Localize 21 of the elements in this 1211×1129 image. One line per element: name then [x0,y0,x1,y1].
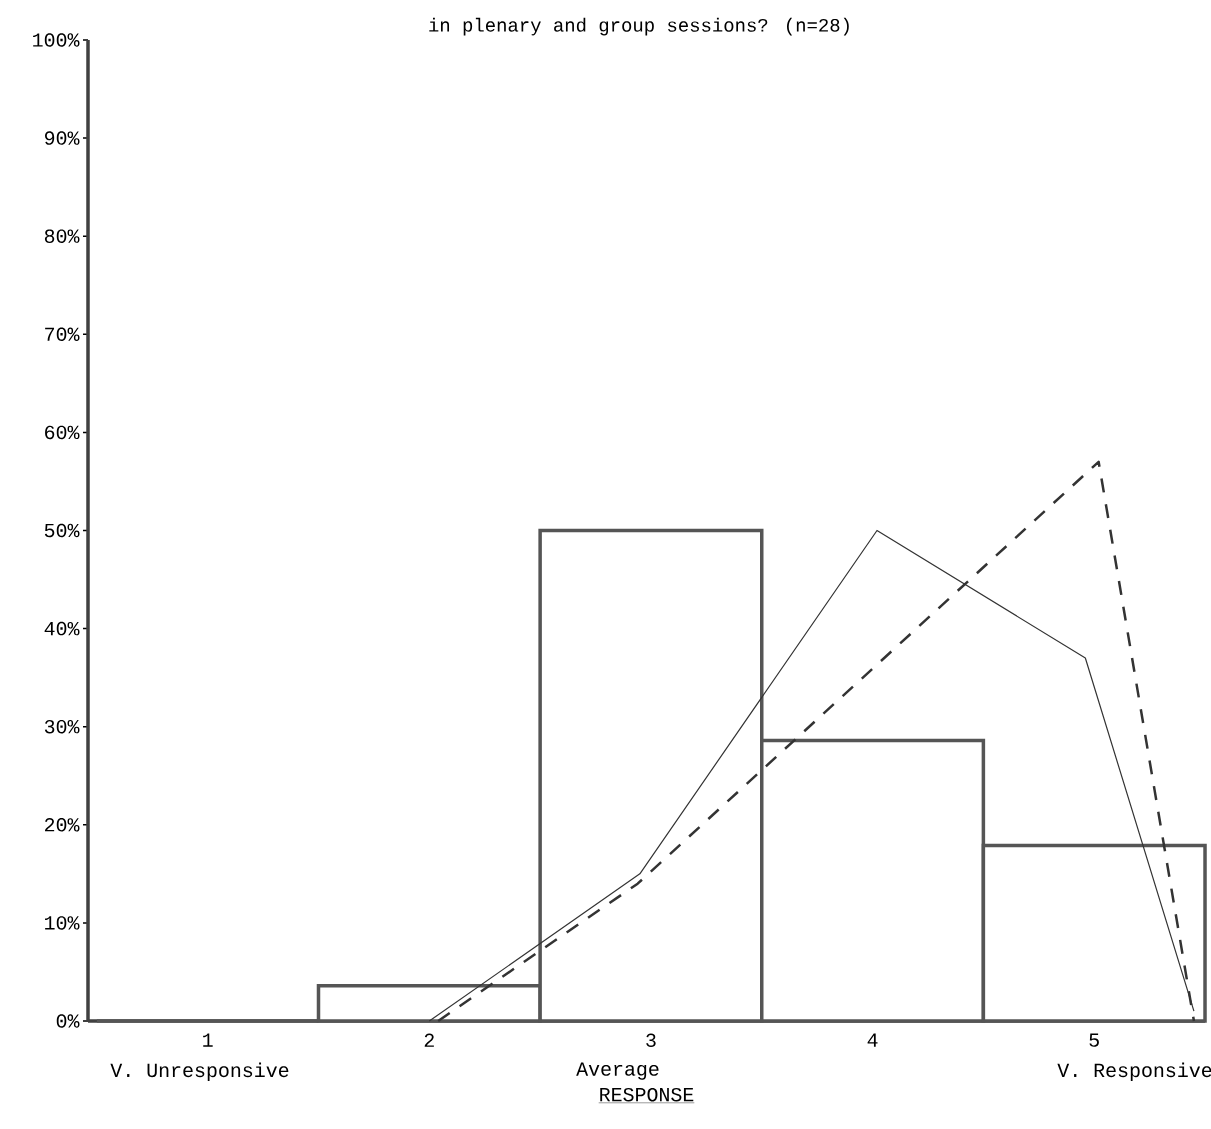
text: V. Responsive [1057,1062,1211,1082]
x-tick-label: 2 [424,1033,434,1047]
y-tick-label: 10% [45,916,80,930]
y-tick-label: 90% [44,131,80,145]
chart-title: in plenary and group sessions? (n=28) [429,17,849,36]
x-tick-label: 1 [203,1033,213,1047]
y-tick-label: 30% [44,719,80,734]
x-axis-title: RESPONSE [600,1087,694,1102]
text: V. Unresponsive [110,1062,289,1082]
y-tick-label: 40% [44,621,80,636]
x-tick-label: 5 [1089,1033,1099,1047]
x-tick-label: 3 [646,1033,656,1048]
y-tick-label: 80% [44,229,80,243]
y-tick-label: 50% [44,523,80,538]
text: Average [576,1062,659,1080]
y-tick-label: 0% [56,1014,80,1028]
y-tick-label: 60% [45,425,80,440]
y-tick-label: 70% [45,327,80,342]
x-tick-label: 4 [867,1033,878,1047]
y-tick-label: 100% [33,33,80,47]
y-tick-label: 20% [45,818,80,832]
